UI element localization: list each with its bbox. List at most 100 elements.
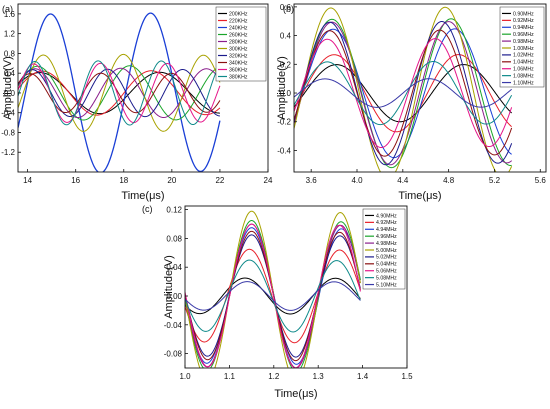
y-tick-label: 0.4 — [4, 69, 16, 78]
x-tick-label: 22 — [215, 176, 224, 185]
series-line-1.10mhz — [294, 78, 512, 108]
series-line-5.08mhz — [185, 259, 361, 333]
legend-entry: 0.98MHz — [513, 39, 534, 45]
x-tick-label: 1.5 — [401, 372, 413, 381]
panel-b: (b) 3.6 4.0 4.4 4.8 5.2 5.6 -0.4 -0.2 0.0 0.2 0.4 0… — [276, 3, 547, 202]
x-tick-label: 1.2 — [268, 372, 280, 381]
y-tick-label: 0.0 — [4, 89, 16, 98]
x-tick-label: 5.2 — [489, 176, 501, 185]
series-line-380khz — [18, 60, 221, 126]
series-line-200khz — [18, 71, 220, 115]
x-tick-label: 1.3 — [313, 372, 325, 381]
series-line-4.96mhz — [185, 220, 361, 368]
legend: 0.90MHz0.92MHz0.94MHz0.96MHz0.98MHz1.00M… — [499, 6, 545, 88]
legend-entry: 5.04MHz — [376, 262, 397, 268]
legend-entry: 220KHz — [229, 18, 248, 24]
x-tick-label: 4.4 — [397, 176, 409, 185]
series-line-320khz — [18, 68, 220, 118]
series-group — [18, 12, 221, 172]
series-line-5.10mhz — [185, 281, 361, 311]
legend-entry: 1.10MHz — [513, 80, 534, 86]
series-line-240khz — [18, 12, 221, 172]
y-tick-label: -0.4 — [1, 109, 15, 118]
legend-entry: 0.92MHz — [513, 18, 534, 24]
legend-entry: 1.02MHz — [513, 53, 534, 59]
panel-label-b: (b) — [283, 4, 294, 14]
legend-entry: 1.08MHz — [513, 73, 534, 79]
series-line-0.92mhz — [294, 54, 512, 133]
plot-frame — [17, 3, 269, 173]
panel-label-a: (a) — [2, 4, 13, 14]
panel-label-c: (c) — [142, 204, 153, 214]
y-tick-label: 0.12 — [166, 206, 182, 215]
y-tick-label: -0.2 — [277, 118, 291, 127]
series-line-4.94mhz — [185, 227, 361, 365]
legend-entry: 4.94MHz — [376, 227, 397, 233]
legend-entry: 380KHz — [229, 74, 248, 80]
legend-entry: 260KHz — [229, 32, 248, 38]
series-line-5.04mhz — [185, 230, 361, 362]
y-tick-label: 0.00 — [166, 292, 182, 301]
legend-entry: 5.10MHz — [376, 282, 397, 288]
y-tick-label: -1.2 — [1, 148, 15, 157]
x-tick-label: 18 — [119, 176, 128, 185]
x-tick-label: 1.4 — [357, 372, 369, 381]
y-tick-label: 0.4 — [280, 32, 292, 41]
legend-entry: 5.02MHz — [376, 255, 397, 261]
y-tick-label: 1.6 — [4, 10, 16, 19]
legend-entry: 5.00MHz — [376, 248, 397, 254]
legend-entry: 0.90MHz — [513, 11, 534, 17]
y-axis-label: Amplitude(V) — [163, 255, 175, 319]
series-line-0.96mhz — [294, 18, 512, 169]
series-line-5.06mhz — [185, 223, 361, 368]
y-tick-label: 1.2 — [4, 30, 16, 39]
y-tick-label: -0.8 — [1, 128, 15, 137]
legend-box — [215, 6, 267, 82]
x-tick-label: 3.6 — [306, 176, 318, 185]
legend-entry: 5.08MHz — [376, 275, 397, 281]
y-tick-label: 0.8 — [4, 49, 16, 58]
legend-entry: 4.90MHz — [376, 213, 397, 219]
series-line-300khz — [18, 53, 221, 132]
x-tick-label: 16 — [71, 176, 80, 185]
y-tick-label: 0.2 — [280, 60, 292, 69]
y-tick-label: -0.04 — [164, 321, 183, 330]
series-line-260khz — [18, 65, 221, 121]
y-tick-label: -0.08 — [164, 350, 183, 359]
y-tick-label: 0.0 — [280, 89, 292, 98]
series-line-1.06mhz — [294, 38, 513, 149]
series-line-0.90mhz — [294, 64, 512, 123]
y-tick-label: 0.6 — [280, 3, 292, 12]
x-axis-label: Time(μs) — [121, 190, 164, 202]
legend-entry: 0.94MHz — [513, 25, 534, 31]
series-line-4.98mhz — [185, 223, 361, 368]
y-axis-label: Amplitude(V) — [2, 56, 14, 120]
legend-entry: 5.06MHz — [376, 269, 397, 275]
legend-entry: 340KHz — [229, 60, 248, 66]
legend: 200KHz220KHz240KHz260KHz280KHz300KHz320K… — [215, 6, 267, 82]
series-line-4.90mhz — [185, 277, 361, 315]
legend: 4.90MHz4.92MHz4.94MHz4.96MHz4.98MHz5.00M… — [362, 208, 406, 290]
series-line-280khz — [18, 67, 221, 119]
x-tick-label: 5.6 — [535, 176, 547, 185]
legend-entry: 1.00MHz — [513, 46, 534, 52]
x-tick-label: 1.1 — [224, 372, 236, 381]
legend-entry: 360KHz — [229, 67, 248, 73]
legend-entry: 320KHz — [229, 53, 248, 59]
y-tick-label: 0.04 — [166, 263, 182, 272]
x-axis-label: Time(μs) — [274, 388, 317, 400]
x-axis-label: Time(μs) — [398, 190, 441, 202]
legend-entry: 300KHz — [229, 46, 248, 52]
legend-entry: 200KHz — [229, 11, 248, 17]
x-tick-label: 20 — [167, 176, 176, 185]
y-tick-label: 0.08 — [166, 234, 182, 243]
panel-c: (c) 1.0 1.1 1.2 1.3 1.4 1.5 -0.08 -0.04 0.00 0.04… — [142, 204, 413, 400]
panel-a: (a) 14 16 18 20 22 24 -1.2 -0.8 -0.4 0.0 0.4 0.8 1.2… — [1, 3, 273, 202]
legend-entry: 1.06MHz — [513, 67, 534, 73]
legend-entry: 4.98MHz — [376, 241, 397, 247]
y-axis-label: Amplitude(V) — [276, 56, 288, 120]
plot-frame — [184, 205, 408, 369]
series-line-1.08mhz — [294, 61, 513, 126]
series-line-1.00mhz — [294, 6, 513, 172]
